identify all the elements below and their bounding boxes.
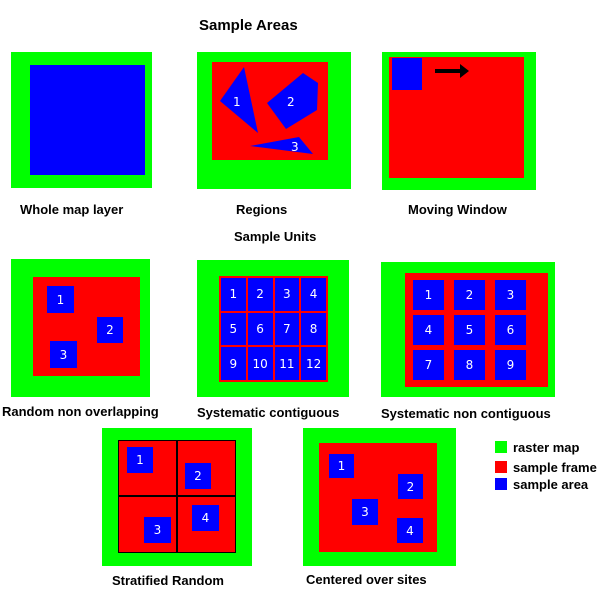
sample-unit: 1	[47, 286, 74, 313]
region-3	[250, 137, 313, 154]
sample-unit: 3	[50, 341, 77, 368]
sample-unit: 1	[413, 280, 444, 310]
region-2	[267, 73, 318, 129]
sample-unit: 4	[301, 278, 326, 311]
sample-unit: 2	[185, 463, 211, 489]
sample-unit: 1	[127, 447, 153, 473]
sample-unit: 4	[192, 505, 219, 531]
legend-swatch-raster-map	[495, 441, 507, 453]
sample-unit: 6	[495, 315, 526, 345]
whole-map-layer-label: Whole map layer	[20, 202, 124, 217]
moving-window-label: Moving Window	[408, 202, 507, 217]
sample-unit: 1	[329, 454, 354, 478]
sample-unit: 2	[454, 280, 485, 310]
sample-unit: 2	[247, 278, 273, 311]
sample-unit: 3	[495, 280, 526, 310]
contiguous-grid: 1 2 3 4 5 6 7 8 9 10 11 12	[221, 278, 326, 380]
region-label: 2	[287, 95, 295, 109]
sample-unit: 3	[274, 278, 300, 311]
sample-unit: 9	[495, 350, 526, 380]
centered-over-sites-label: Centered over sites	[306, 572, 427, 587]
sample-unit: 2	[97, 317, 123, 343]
region-label: 1	[233, 95, 241, 109]
sample-unit: 8	[454, 350, 485, 380]
sample-unit: 7	[413, 350, 444, 380]
sample-unit: 5	[221, 312, 246, 346]
random-non-overlapping-label: Random non overlapping	[2, 404, 159, 419]
sample-unit: 11	[274, 347, 300, 380]
sample-unit: 2	[398, 474, 423, 499]
sample-unit: 4	[397, 518, 423, 543]
sample-unit: 6	[247, 312, 273, 346]
legend-swatch-sample-area	[495, 478, 507, 490]
sample-area	[30, 65, 145, 175]
sample-unit: 5	[454, 315, 485, 345]
region-label: 3	[291, 140, 299, 154]
sample-unit: 10	[247, 347, 273, 380]
stratified-random-label: Stratified Random	[112, 573, 224, 588]
legend-label: raster map	[513, 440, 580, 455]
sample-unit: 12	[301, 347, 326, 380]
sample-unit: 1	[221, 278, 246, 311]
legend-label: sample area	[513, 477, 589, 492]
sample-unit: 4	[413, 315, 444, 345]
stratum-divider	[118, 495, 236, 497]
sample-units-title: Sample Units	[234, 229, 317, 244]
legend-swatch-sample-frame	[495, 461, 507, 473]
moving-window	[392, 58, 422, 90]
systematic-non-contiguous-label: Systematic non contiguous	[381, 406, 551, 421]
sample-areas-title: Sample Areas	[199, 17, 298, 34]
sample-unit: 3	[352, 499, 378, 525]
sample-unit: 3	[144, 517, 171, 543]
regions-label: Regions	[236, 202, 288, 217]
legend-label: sample frame	[513, 460, 597, 475]
region-1	[220, 67, 258, 133]
sample-unit: 7	[274, 312, 300, 346]
sample-unit: 9	[221, 347, 246, 380]
systematic-contiguous-label: Systematic contiguous	[197, 405, 340, 420]
sample-unit: 8	[301, 312, 326, 346]
